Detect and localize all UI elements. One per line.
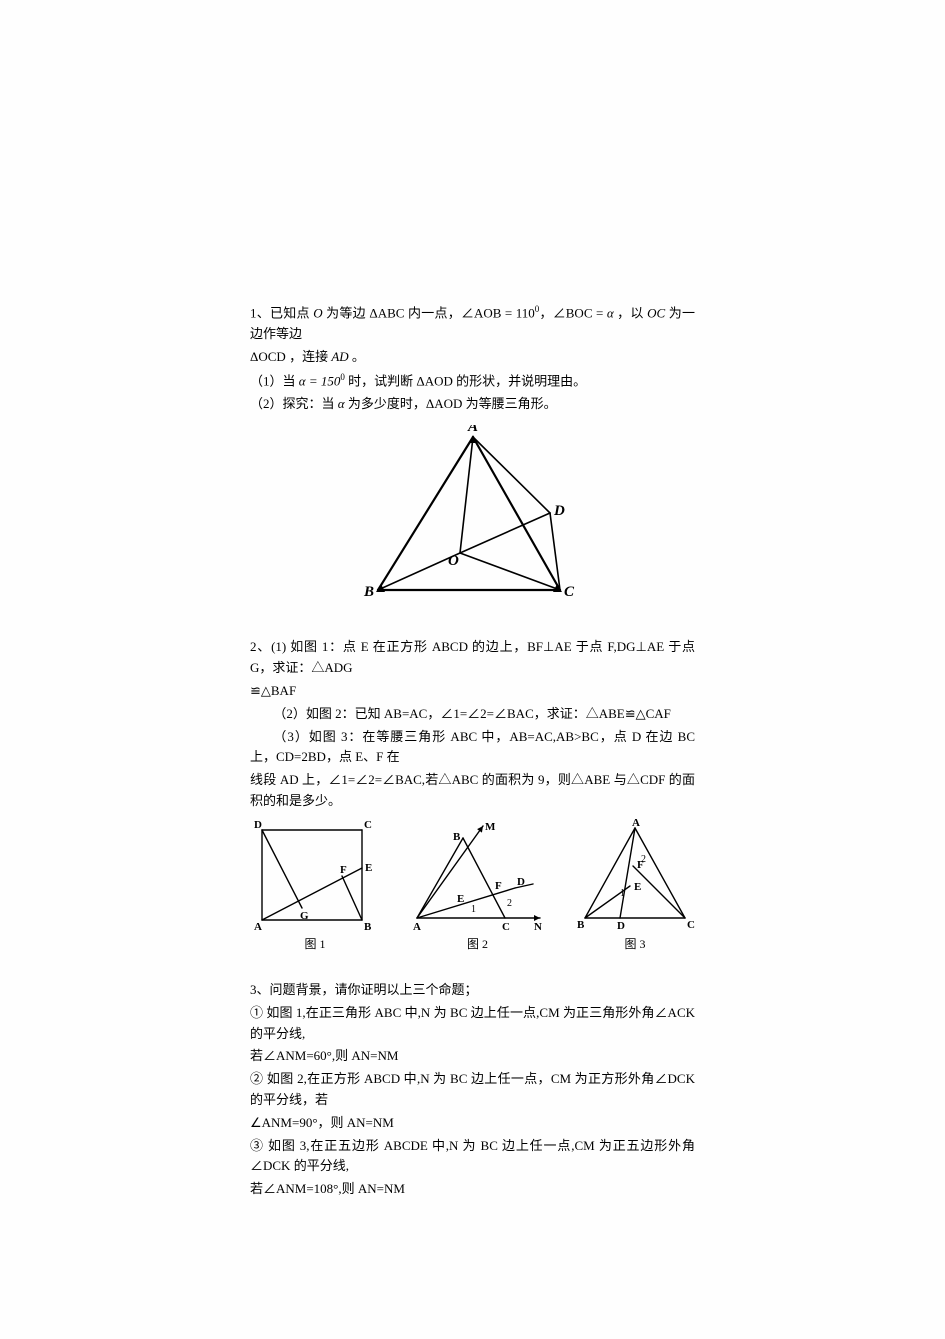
text: 2、(1) 如图 1：点 E 在正方形 ABCD 的边上，BF⊥AE 于点 F,… <box>250 639 695 675</box>
svg-text:D: D <box>617 920 625 932</box>
text: ， <box>539 305 553 320</box>
svg-text:E: E <box>365 862 372 874</box>
text: ，以 <box>614 305 648 320</box>
text: 为等腰三角形。 <box>462 396 556 411</box>
p2-line3b: 线段 AD 上，∠1=∠2=∠BAC,若△ABC 的面积为 9，则△ABE 与△… <box>250 770 695 812</box>
svg-text:B: B <box>453 831 461 843</box>
p2-fig1-cell: D C A B E F G 图 1 <box>250 818 380 954</box>
svg-text:A: A <box>254 921 262 933</box>
text: （2）如图 2：已知 AB=AC，∠1=∠2=∠BAC，求证：△ABE≌△CAF <box>273 706 671 721</box>
svg-text:B: B <box>363 584 374 600</box>
svg-text:2: 2 <box>641 854 646 865</box>
p3-s3a: ③ 如图 3,在正五边形 ABCDE 中,N 为 BC 边上任一点,CM 为正五… <box>250 1136 695 1178</box>
text: 内一点， <box>404 305 461 320</box>
svg-text:G: G <box>300 910 309 922</box>
p1-diagram: A B C D O <box>358 425 588 605</box>
p3-s2a: ② 如图 2,在正方形 ABCD 中,N 为 BC 边上任一点，CM 为正方形外… <box>250 1069 695 1111</box>
problem-1: 1、已知点 O 为等边 ΔABC 内一点，∠AOB = 1100，∠BOC = … <box>250 302 695 611</box>
svg-text:C: C <box>564 584 575 600</box>
var-OC: OC <box>647 305 665 320</box>
p2-fig1-caption: 图 1 <box>250 935 380 954</box>
p2-fig1-diagram: D C A B E F G <box>250 818 380 933</box>
p2-fig2-caption: 图 2 <box>405 935 550 954</box>
text: ≌△BAF <box>250 683 296 698</box>
p3-s1a: ① 如图 1,在正三角形 ABC 中,N 为 BC 边上任一点,CM 为正三角形… <box>250 1003 695 1045</box>
var-O: O <box>313 305 322 320</box>
svg-text:B: B <box>577 919 585 931</box>
svg-text:A: A <box>467 425 478 435</box>
svg-text:1: 1 <box>471 904 476 915</box>
text: （2）探究：当 <box>250 396 338 411</box>
svg-text:F: F <box>340 864 347 876</box>
p3-head: 3、问题背景，请你证明以上三个命题； <box>250 980 695 1001</box>
problem-3: 3、问题背景，请你证明以上三个命题； ① 如图 1,在正三角形 ABC 中,N … <box>250 980 695 1200</box>
svg-text:E: E <box>457 893 464 905</box>
p2-line1b: ≌△BAF <box>250 681 695 702</box>
math: ΔOCD <box>250 349 286 364</box>
svg-text:F: F <box>495 880 502 892</box>
p3-s3b: 若∠ANM=108°,则 AN=NM <box>250 1179 695 1200</box>
page: 1、已知点 O 为等边 ΔABC 内一点，∠AOB = 1100，∠BOC = … <box>0 0 945 1339</box>
p2-line3a: （3）如图 3：在等腰三角形 ABC 中，AB=AC,AB>BC，点 D 在边 … <box>250 727 695 769</box>
p1-line2: ΔOCD ，连接 AD 。 <box>250 347 695 368</box>
svg-text:1: 1 <box>620 888 625 899</box>
p1-line1: 1、已知点 O 为等边 ΔABC 内一点，∠AOB = 1100，∠BOC = … <box>250 302 695 345</box>
text: ，连接 <box>286 349 332 364</box>
text: （3）如图 3：在等腰三角形 ABC 中，AB=AC,AB>BC，点 D 在边 … <box>250 729 695 765</box>
svg-text:C: C <box>364 819 372 831</box>
svg-text:B: B <box>364 921 372 933</box>
svg-text:2: 2 <box>507 898 512 909</box>
var-AD: AD <box>331 349 348 364</box>
p2-fig3-diagram: ABCDEF12 <box>575 818 695 933</box>
svg-text:D: D <box>517 876 525 888</box>
text: （1）当 <box>250 373 299 388</box>
alpha: α <box>607 305 614 320</box>
math: ΔABC <box>369 305 404 320</box>
p1-sub2: （2）探究：当 α 为多少度时，ΔAOD 为等腰三角形。 <box>250 394 695 415</box>
svg-text:E: E <box>634 881 641 893</box>
text: 为等边 <box>323 305 370 320</box>
svg-text:N: N <box>534 921 542 933</box>
text: 时，试判断 <box>345 373 417 388</box>
svg-text:O: O <box>448 553 459 569</box>
p2-fig3-cell: ABCDEF12 图 3 <box>575 818 695 954</box>
problem-2: 2、(1) 如图 1：点 E 在正方形 ABCD 的边上，BF⊥AE 于点 F,… <box>250 637 695 954</box>
p3-s1b: 若∠ANM=60°,则 AN=NM <box>250 1046 695 1067</box>
math: ∠AOB = 110 <box>461 305 535 320</box>
alpha: α <box>338 396 345 411</box>
p1-sub1: （1）当 α = 1500 时，试判断 ΔAOD 的形状，并说明理由。 <box>250 370 695 392</box>
math: ∠BOC = <box>553 305 607 320</box>
math: ΔAOD <box>426 396 463 411</box>
text: 。 <box>349 349 365 364</box>
svg-text:A: A <box>413 921 421 933</box>
svg-text:D: D <box>553 503 565 519</box>
svg-text:C: C <box>502 921 510 933</box>
svg-text:M: M <box>485 821 496 833</box>
text: 的形状，并说明理由。 <box>453 373 586 388</box>
math: α = 150 <box>299 373 341 388</box>
text: 1、已知点 <box>250 305 313 320</box>
p2-line2: （2）如图 2：已知 AB=AC，∠1=∠2=∠BAC，求证：△ABE≌△CAF <box>250 704 695 725</box>
p2-fig2-cell: A C N B M E F D 1 2 图 2 <box>405 818 550 954</box>
p2-fig3-caption: 图 3 <box>575 935 695 954</box>
math: ΔAOD <box>416 373 453 388</box>
svg-text:A: A <box>632 818 640 829</box>
p2-fig2-diagram: A C N B M E F D 1 2 <box>405 818 550 933</box>
text: 为多少度时， <box>345 396 426 411</box>
p2-figures: D C A B E F G 图 1 A C N B M E F D 1 2 图 2 A B C D E F 1 2 图 3 <box>250 818 695 954</box>
p1-figure: A B C D O <box>250 425 695 612</box>
p2-line1: 2、(1) 如图 1：点 E 在正方形 ABCD 的边上，BF⊥AE 于点 F,… <box>250 637 695 679</box>
svg-text:D: D <box>254 819 262 831</box>
p3-s2b: ∠ANM=90°，则 AN=NM <box>250 1113 695 1134</box>
svg-text:C: C <box>687 919 695 931</box>
text: 线段 AD 上，∠1=∠2=∠BAC,若△ABC 的面积为 9，则△ABE 与△… <box>250 772 695 808</box>
